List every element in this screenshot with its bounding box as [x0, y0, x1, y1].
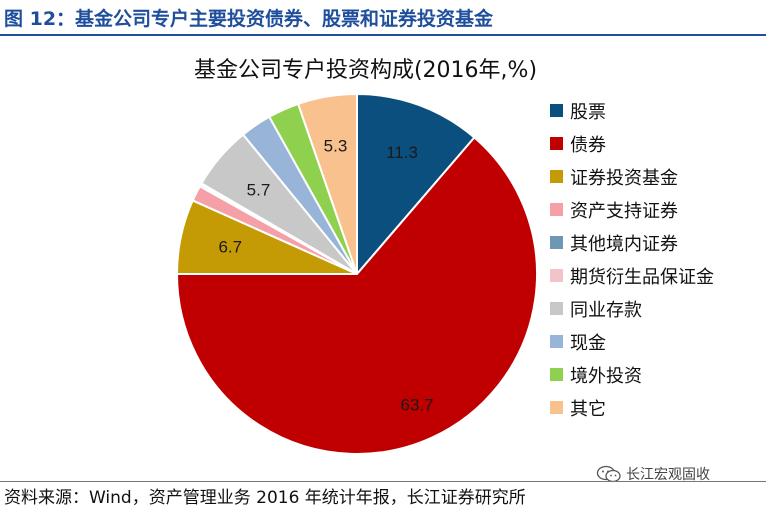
pie-slice-10 — [296, 92, 358, 275]
legend-item-5: 其他境内证券 — [550, 226, 714, 259]
data-label-1: 11.3 — [386, 143, 418, 162]
legend-swatch — [550, 137, 563, 150]
legend-item-1: 股票 — [550, 94, 714, 127]
legend-label: 证券投资基金 — [570, 167, 678, 189]
legend-label: 境外投资 — [570, 365, 642, 387]
legend-item-9: 境外投资 — [550, 358, 714, 391]
figure-header: 图 12：基金公司专户主要投资债券、股票和证券投资基金 — [0, 0, 766, 36]
legend-swatch — [550, 104, 563, 117]
legend-swatch — [550, 170, 563, 183]
legend-swatch — [550, 269, 563, 282]
watermark-text: 长江宏观固收 — [626, 467, 710, 483]
legend-label: 股票 — [570, 101, 606, 123]
data-label-10: 5.3 — [324, 137, 348, 156]
legend-swatch — [550, 203, 563, 216]
chart-title: 基金公司专户投资构成(2016年,%) — [193, 58, 538, 83]
legend-label: 现金 — [570, 332, 606, 354]
legend-swatch — [550, 302, 563, 315]
legend-swatch — [550, 368, 563, 381]
data-label-2: 63.7 — [401, 395, 434, 414]
legend-item-4: 资产支持证券 — [550, 193, 714, 226]
legend-label: 债券 — [570, 134, 606, 156]
data-label-7: 5.7 — [247, 180, 271, 199]
legend-item-8: 现金 — [550, 325, 714, 358]
source-note: 资料来源：Wind，资产管理业务 2016 年统计年报，长江证券研究所 — [4, 488, 526, 508]
legend-label: 期货衍生品保证金 — [570, 266, 714, 288]
legend-item-2: 债券 — [550, 127, 714, 160]
legend-item-7: 同业存款 — [550, 292, 714, 325]
pie-slice-1 — [356, 92, 476, 277]
source-rule — [0, 481, 766, 482]
chart-legend: 股票债券证券投资基金 资产支持证券 其他境内证券期货衍生品保证金 同业存款现金境外投资… — [550, 94, 714, 424]
legend-label: 同业存款 — [570, 299, 642, 321]
data-label-3: 6.7 — [218, 237, 242, 256]
legend-label: 资产支持证券 — [570, 200, 678, 222]
pie-labels: 11.3 63.7 6.7 5.7 5.3 — [218, 137, 433, 415]
legend-item-10: 其它 — [550, 391, 714, 424]
pie-slice-2 — [175, 136, 538, 455]
legend-swatch — [550, 335, 563, 348]
legend-swatch — [550, 401, 563, 414]
pie-slices — [175, 92, 538, 455]
legend-label: 其它 — [570, 398, 606, 420]
title-rule — [0, 34, 766, 36]
figure-title: 图 12：基金公司专户主要投资债券、股票和证券投资基金 — [4, 8, 494, 30]
legend-label: 其他境内证券 — [570, 233, 678, 255]
legend-item-3: 证券投资基金 — [550, 160, 714, 193]
legend-item-6: 期货衍生品保证金 — [550, 259, 714, 292]
legend-swatch — [550, 236, 563, 249]
